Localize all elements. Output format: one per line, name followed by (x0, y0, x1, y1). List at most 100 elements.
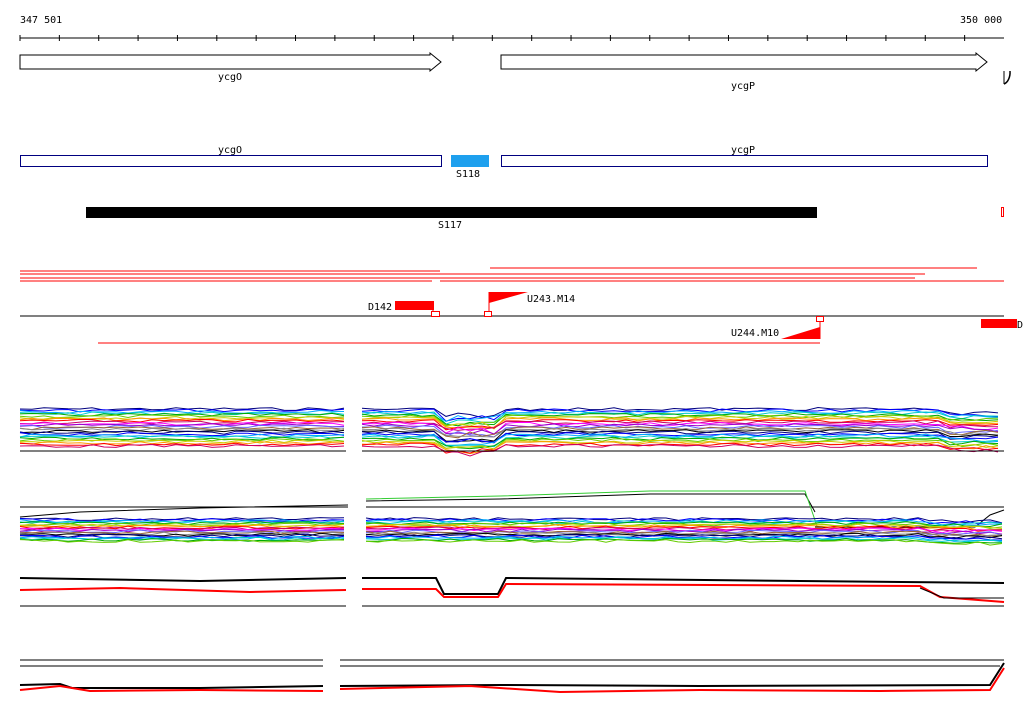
feature-D142-anchor (431, 311, 440, 317)
expression-line (19, 526, 345, 531)
expression-line (365, 532, 1003, 539)
feature-D142[interactable] (395, 301, 434, 310)
expression-line (19, 418, 345, 423)
expression-line (365, 533, 1003, 540)
expression-line (815, 509, 1005, 528)
expression-line (361, 443, 999, 457)
gene-arrow-label-ycgP: ycgP (731, 81, 755, 92)
expression-line (19, 409, 345, 414)
expression-line (365, 522, 1003, 529)
expression-track-4 (19, 659, 1005, 694)
expression-line (19, 417, 345, 422)
expression-line (19, 586, 347, 594)
expression-line (361, 442, 999, 454)
expression-line (361, 429, 999, 442)
ruler-ticks (19, 35, 966, 41)
expression-track-2 (19, 490, 1005, 546)
feature-U244-anchor (816, 316, 824, 322)
segment-label-S117: S117 (438, 220, 462, 231)
expression-line (362, 424, 999, 438)
expression-line (366, 520, 1003, 526)
expression-line (919, 587, 1004, 599)
expression-line (361, 409, 999, 423)
expression-line (19, 423, 345, 428)
read-lines-track (20, 267, 1004, 344)
expression-track-1 (19, 406, 1004, 457)
expression-line (19, 412, 345, 417)
feature-U243.M14[interactable] (489, 292, 528, 303)
gene-arrow-track: ycgO ycgP (19, 51, 1011, 92)
segment-track: S117 (86, 207, 1004, 231)
expression-line (19, 429, 345, 434)
gene-box-label-ycgO: ycgO (218, 145, 242, 156)
expression-line (361, 415, 999, 430)
feature-label-U244.M10: U244.M10 (731, 328, 779, 339)
expression-line (19, 532, 345, 537)
expression-line (365, 523, 1003, 529)
expression-line (19, 443, 345, 448)
feature-label-edge-D: D (1017, 320, 1023, 331)
expression-line (19, 414, 345, 419)
feature-U243-anchor (484, 311, 492, 317)
expression-line (361, 439, 999, 450)
expression-line (339, 667, 1005, 694)
expression-line (19, 435, 345, 440)
expression-line (19, 424, 345, 429)
expression-line (365, 490, 818, 527)
expression-line (19, 408, 345, 413)
expression-line (19, 442, 345, 447)
expression-line (19, 441, 345, 445)
gene-arrow-label-ycgO: ycgO (218, 72, 242, 83)
expression-line (19, 504, 349, 518)
segment-S117[interactable] (86, 207, 817, 218)
expression-line (361, 433, 999, 447)
feature-edge-D[interactable] (981, 319, 1017, 328)
expression-line (361, 411, 999, 425)
ruler-start-label: 347 501 (20, 15, 62, 26)
gene-arrow-ycgO[interactable] (19, 51, 442, 73)
expression-line (19, 430, 345, 435)
expression-line (361, 436, 999, 450)
expression-line (365, 539, 1003, 546)
expression-line (19, 536, 345, 541)
expression-line (365, 493, 816, 513)
expression-line (19, 439, 345, 444)
expression-line (19, 577, 347, 583)
expression-line (361, 414, 999, 427)
expression-line (361, 419, 999, 431)
ruler-end-label: 350 000 (960, 15, 1002, 26)
expression-line (362, 576, 1005, 595)
feature-U244.M10[interactable] (781, 327, 820, 339)
gene-arrow-partial-edge (1003, 70, 1011, 85)
expression-line (19, 523, 345, 528)
expression-line (19, 520, 345, 525)
segment-label-S118: S118 (456, 169, 480, 180)
expression-track-3 (19, 576, 1005, 607)
gene-arrow-ycgP[interactable] (500, 51, 988, 73)
expression-line (361, 412, 999, 427)
expression-line (365, 524, 1002, 531)
expression-line (19, 539, 345, 543)
expression-line (339, 662, 1005, 688)
feature-label-U243.M14: U243.M14 (527, 294, 575, 305)
gene-box-track: ycgO ycgP S118 (20, 145, 988, 180)
expression-line (19, 438, 345, 442)
expression-line (19, 684, 324, 693)
expression-line (19, 407, 345, 411)
expression-line (19, 432, 345, 437)
coordinate-ruler: 347 501 350 000 (19, 15, 1004, 41)
expression-line (19, 533, 345, 538)
gene-box-ycgP[interactable] (501, 155, 988, 167)
feature-track: D142 U243.M14 U244.M10 D (20, 292, 1023, 339)
expression-line (361, 420, 999, 431)
expression-line (361, 423, 999, 435)
segment-S118[interactable] (451, 155, 489, 167)
expression-line (20, 522, 345, 526)
expression-line (365, 527, 1003, 534)
feature-label-D142: D142 (368, 302, 392, 313)
gene-box-ycgO[interactable] (20, 155, 442, 167)
expression-line (365, 519, 1003, 526)
segment-edge-marker (1001, 207, 1004, 217)
expression-line (361, 427, 999, 438)
